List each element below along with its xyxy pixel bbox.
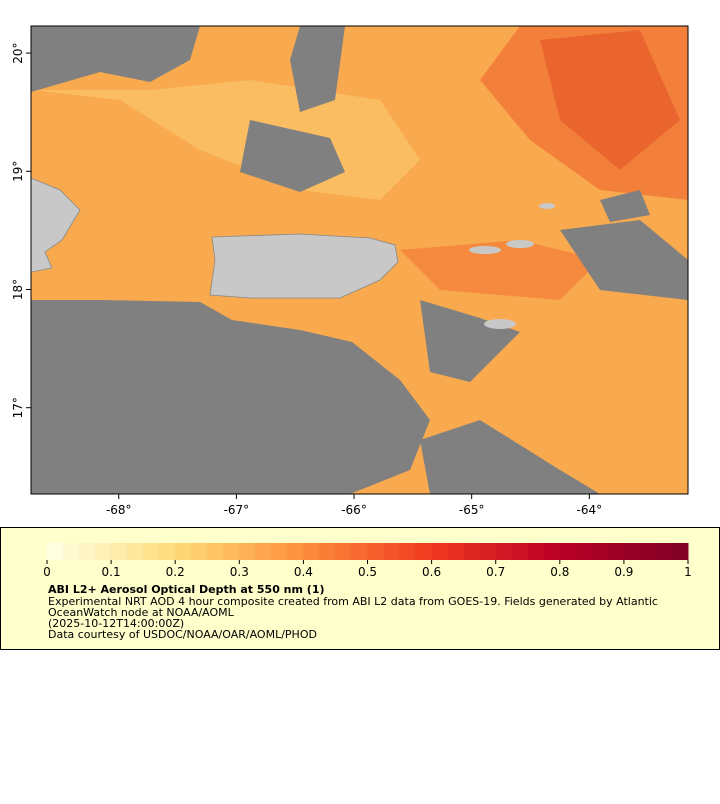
colorbar-cell xyxy=(655,543,673,560)
colorbar-cell xyxy=(639,543,657,560)
colorbar-cell xyxy=(63,543,80,560)
colorbar-cell xyxy=(239,543,256,560)
colorbar-cell xyxy=(527,543,545,560)
colorbar-cell xyxy=(287,543,304,560)
colorbar-tick-label: 1 xyxy=(684,565,692,579)
y-tick-label: 17° xyxy=(11,397,25,418)
land-hispaniola xyxy=(31,177,81,273)
colorbar-tick-label: 0.9 xyxy=(614,565,633,579)
no-data xyxy=(31,26,200,92)
x-tick-label: -68° xyxy=(106,503,132,517)
colorbar-cell xyxy=(175,543,192,560)
colorbar-cell xyxy=(623,543,641,560)
y-tick-label: 20° xyxy=(11,42,25,63)
aod-high xyxy=(540,30,680,170)
colorbar-cell xyxy=(303,543,320,560)
no-data xyxy=(290,26,345,112)
colorbar-cell xyxy=(511,543,529,560)
caption-line: Data courtesy of USDOC/NOAA/OAR/AOML/PHO… xyxy=(48,628,317,641)
colorbar-tick-label: 0.8 xyxy=(550,565,569,579)
caption-line: (2025-10-12T14:00:00Z) xyxy=(48,617,184,630)
land-island xyxy=(539,203,555,209)
no-data xyxy=(560,220,688,300)
colorbar-tick-label: 0.7 xyxy=(486,565,505,579)
colorbar-cell xyxy=(143,543,160,560)
no-data xyxy=(420,300,520,382)
caption-line: Experimental NRT AOD 4 hour composite cr… xyxy=(48,595,658,608)
y-tick-label: 18° xyxy=(11,279,25,300)
x-tick-label: -67° xyxy=(224,503,250,517)
y-tick-label: 19° xyxy=(11,161,25,182)
colorbar-cell xyxy=(575,543,593,560)
colorbar-cell xyxy=(447,543,465,560)
colorbar-cell xyxy=(111,543,128,560)
colorbar-cell xyxy=(591,543,609,560)
colorbar-cell xyxy=(271,543,288,560)
land-puerto-rico xyxy=(209,233,399,299)
x-tick-label: -64° xyxy=(576,503,602,517)
x-tick-label: -65° xyxy=(459,503,485,517)
colorbar-cell xyxy=(95,543,112,560)
colorbar-cell xyxy=(335,543,352,560)
no-data xyxy=(31,300,430,494)
map-area xyxy=(31,26,688,494)
colorbar-cell xyxy=(351,543,368,560)
colorbar: 0 0.1 0.2 0.3 0.4 0.5 0.6 0.7 0.8 0.9 1 xyxy=(43,543,692,579)
land-island xyxy=(484,319,516,329)
x-tick-label: -66° xyxy=(341,503,367,517)
colorbar-tick-label: 0.5 xyxy=(358,565,377,579)
colorbar-tick-label: 0.1 xyxy=(102,565,121,579)
no-data xyxy=(600,190,650,222)
colorbar-cell xyxy=(207,543,224,560)
colorbar-cell xyxy=(671,543,689,560)
axes: -68° -67° -66° -65° -64° 20° 19° 18° 17° xyxy=(11,42,602,517)
colorbar-cell xyxy=(399,543,417,560)
colorbar-cell xyxy=(127,543,144,560)
map-frame xyxy=(30,25,689,495)
colorbar-cell xyxy=(495,543,513,560)
colorbar-cell xyxy=(255,543,272,560)
colorbar-cell xyxy=(383,543,401,560)
colorbar-cell xyxy=(479,543,497,560)
aod-mid xyxy=(400,240,600,300)
legend-title: ABI L2+ Aerosol Optical Depth at 550 nm … xyxy=(48,583,325,596)
colorbar-tick-label: 0 xyxy=(43,565,51,579)
colorbar-tick-label: 0.4 xyxy=(294,565,313,579)
colorbar-cell xyxy=(463,543,481,560)
colorbar-cell xyxy=(79,543,96,560)
colorbar-cell xyxy=(367,543,385,560)
colorbar-cell xyxy=(191,543,208,560)
colorbar-cell xyxy=(159,543,176,560)
colorbar-cell xyxy=(319,543,336,560)
land-island xyxy=(469,246,501,254)
caption-line: OceanWatch node at NOAA/AOML xyxy=(48,606,235,619)
no-data xyxy=(420,420,600,494)
land-island xyxy=(506,240,534,248)
colorbar-cell xyxy=(543,543,561,560)
colorbar-cell xyxy=(431,543,449,560)
colorbar-cell xyxy=(559,543,577,560)
colorbar-tick-label: 0.3 xyxy=(230,565,249,579)
colorbar-cell xyxy=(415,543,433,560)
colorbar-cell xyxy=(607,543,625,560)
no-data xyxy=(240,120,345,192)
colorbar-cell xyxy=(47,543,64,560)
colorbar-tick-label: 0.2 xyxy=(166,565,185,579)
colorbar-cell xyxy=(223,543,240,560)
colorbar-tick-label: 0.6 xyxy=(422,565,441,579)
